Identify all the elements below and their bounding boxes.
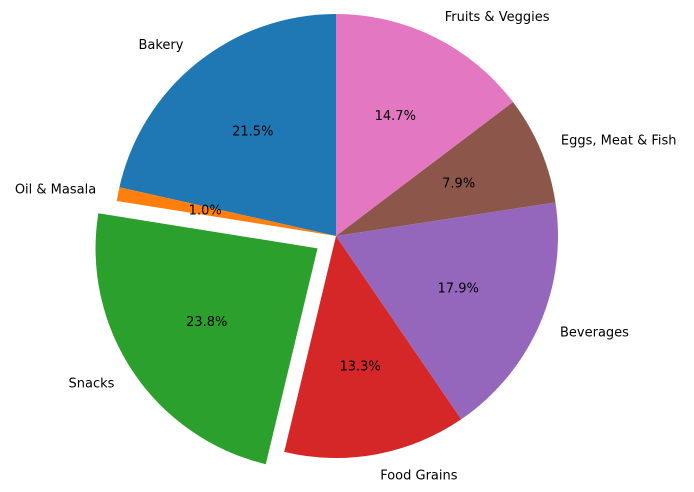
slice-pct-label: 23.8% [186, 315, 227, 330]
slice-category-label: Food Grains [380, 469, 458, 484]
slice-category-label: Eggs, Meat & Fish [561, 133, 677, 148]
slice-category-label: Beverages [560, 326, 629, 341]
slice-pct-label: 21.5% [232, 124, 273, 139]
pie-slice-5 [336, 101, 556, 237]
slice-pct-label: 13.3% [339, 359, 380, 374]
pie-slice-3 [284, 236, 462, 458]
slice-pct-label: 1.0% [189, 203, 222, 218]
slice-pct-label: 14.7% [375, 109, 416, 124]
slice-pct-label: 17.9% [438, 282, 479, 297]
pie-slice-4 [336, 202, 558, 420]
slice-category-label: Oil & Masala [15, 182, 96, 197]
pie-slice-6 [336, 14, 513, 236]
slice-category-label: Snacks [69, 376, 115, 391]
pie-slice-0 [119, 14, 336, 236]
slice-category-label: Fruits & Veggies [445, 10, 550, 25]
slice-pct-label: 7.9% [442, 177, 475, 192]
pie-slice-1 [116, 187, 336, 236]
slice-category-label: Bakery [138, 38, 183, 53]
pie-slice-2 [95, 213, 318, 465]
